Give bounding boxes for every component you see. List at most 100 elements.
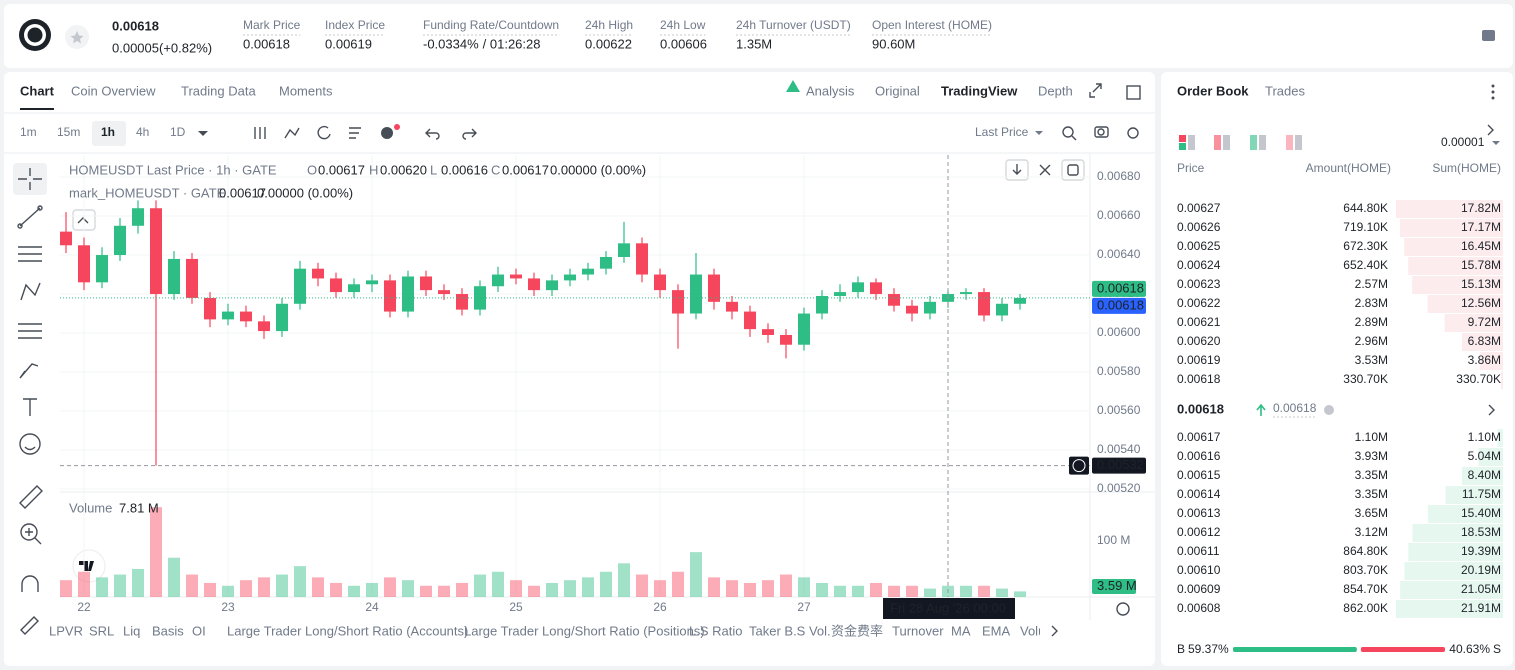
candle-body bbox=[708, 274, 720, 302]
indicator[interactable]: Large Trader Long/Short Ratio (Accounts) bbox=[227, 623, 468, 638]
tradingview-logo bbox=[72, 549, 106, 583]
ohlc-change: 0.00000 (0.00%) bbox=[550, 162, 646, 177]
candle-body bbox=[762, 329, 774, 335]
y-tick-label: 0.00520 bbox=[1097, 481, 1141, 495]
chart-tab[interactable]: Trading Data bbox=[181, 83, 256, 98]
volume-bar bbox=[114, 574, 126, 597]
depth-bar bbox=[1399, 219, 1503, 237]
volume-bar bbox=[888, 585, 900, 597]
indicator[interactable]: Large Trader Long/Short Ratio (Positions… bbox=[464, 623, 705, 638]
book-mark-price: 0.00618 bbox=[1273, 401, 1317, 415]
indicator[interactable]: L.S Ratio bbox=[689, 623, 742, 638]
volume-bar bbox=[258, 577, 270, 597]
indicator[interactable]: Turnover bbox=[892, 623, 944, 638]
time-tag bbox=[883, 598, 1015, 619]
interval[interactable]: 1D bbox=[170, 125, 186, 139]
book-price: 0.00608 bbox=[1177, 601, 1221, 615]
chart-tab[interactable]: Chart bbox=[20, 83, 55, 98]
book-sum: 8.40M bbox=[1468, 468, 1501, 482]
book-amount: 2.89M bbox=[1355, 315, 1388, 329]
candle-body bbox=[546, 280, 558, 291]
depth-bar bbox=[1478, 448, 1503, 466]
candle-body bbox=[978, 292, 990, 316]
candle-body bbox=[114, 225, 126, 256]
chart-tab[interactable]: Coin Overview bbox=[71, 83, 156, 98]
y-tick-label: 0.00580 bbox=[1097, 364, 1141, 378]
x-tick-label: 24 bbox=[365, 600, 379, 614]
candle-body bbox=[348, 284, 360, 293]
logo[interactable] bbox=[19, 19, 51, 51]
volume-bar bbox=[456, 582, 468, 597]
depth-bar bbox=[1404, 562, 1503, 580]
volume-bar bbox=[366, 582, 378, 597]
volume-bar bbox=[168, 557, 180, 597]
ohlc-value: 0.00617 bbox=[318, 162, 365, 177]
indicator[interactable]: SRL bbox=[89, 623, 114, 638]
book-price: 0.00614 bbox=[1177, 487, 1221, 501]
chart-tab[interactable]: Moments bbox=[279, 83, 333, 98]
indicator[interactable]: EMA bbox=[982, 623, 1011, 638]
stat-value: 90.60M bbox=[872, 36, 915, 51]
header-icon[interactable] bbox=[1482, 30, 1495, 41]
depth-bar bbox=[1461, 333, 1503, 351]
indicator[interactable]: Taker B.S Vol. bbox=[749, 623, 831, 638]
analysis-icon bbox=[786, 80, 800, 92]
indicator[interactable]: Volume bbox=[1020, 623, 1063, 638]
interval[interactable]: 1m bbox=[20, 125, 37, 139]
book-sum: 9.72M bbox=[1468, 315, 1501, 329]
view-tab[interactable]: Original bbox=[875, 83, 920, 98]
book-amount: 672.30K bbox=[1343, 239, 1388, 253]
indicator[interactable]: MA bbox=[951, 623, 971, 638]
book-amount: 2.57M bbox=[1355, 277, 1388, 291]
indicator[interactable]: LPVR bbox=[49, 623, 83, 638]
interval[interactable]: 4h bbox=[136, 125, 149, 139]
y-tick-label: 0.00660 bbox=[1097, 208, 1141, 222]
ohlc-value: 0.00620 bbox=[380, 162, 427, 177]
volume-bar bbox=[672, 571, 684, 597]
book-amount: 644.80K bbox=[1343, 201, 1388, 215]
indicator[interactable]: 资金费率 bbox=[831, 623, 883, 638]
indicator[interactable]: OI bbox=[192, 623, 206, 638]
candle-body bbox=[294, 268, 306, 304]
candle-body bbox=[258, 321, 270, 332]
indicator[interactable]: Liq bbox=[123, 623, 140, 638]
book-sum: 1.10M bbox=[1468, 430, 1501, 444]
view-tab[interactable]: Analysis bbox=[806, 83, 855, 98]
book-tab[interactable]: Order Book bbox=[1177, 83, 1249, 98]
chart-controls[interactable] bbox=[72, 83, 1495, 637]
stat-value: / 01:26:28 bbox=[483, 36, 541, 51]
candle-body bbox=[564, 274, 576, 281]
stat-value: 0.00606 bbox=[660, 36, 707, 51]
interval[interactable]: 1h bbox=[101, 125, 115, 139]
dropdown-caret[interactable] bbox=[198, 131, 208, 136]
crosshair-add[interactable] bbox=[1069, 456, 1089, 475]
candle-body bbox=[924, 301, 936, 314]
book-last-price: 0.00618 bbox=[1177, 401, 1224, 416]
view-tab[interactable]: Depth bbox=[1038, 83, 1073, 98]
dropdown-caret[interactable] bbox=[1492, 141, 1500, 145]
interval[interactable]: 15m bbox=[57, 125, 80, 139]
ratio-buy-value: 59.37% bbox=[1188, 642, 1229, 656]
candle-body bbox=[384, 280, 396, 312]
view-tab[interactable]: TradingView bbox=[941, 83, 1018, 98]
more-icon[interactable] bbox=[1491, 84, 1495, 100]
volume-bar bbox=[834, 585, 846, 597]
dropdown-caret[interactable] bbox=[1035, 131, 1043, 135]
indicator[interactable]: Basis bbox=[152, 623, 184, 638]
book-price: 0.00620 bbox=[1177, 334, 1221, 348]
candle-body bbox=[168, 258, 180, 295]
price-tag bbox=[1092, 280, 1146, 297]
ratio-buy-bar bbox=[1233, 647, 1357, 652]
volume-tag bbox=[1092, 578, 1136, 594]
price-source[interactable]: Last Price bbox=[975, 125, 1029, 139]
stat-value: 0.00618 bbox=[243, 36, 290, 51]
volume-bar bbox=[150, 507, 162, 597]
candle-body bbox=[852, 282, 864, 293]
depth-bar bbox=[1445, 486, 1503, 504]
book-view-icons[interactable] bbox=[1179, 135, 1302, 150]
chart-card bbox=[4, 72, 1155, 666]
volume-bar bbox=[708, 577, 720, 597]
book-tab[interactable]: Trades bbox=[1265, 83, 1305, 98]
book-precision[interactable]: 0.00001 bbox=[1441, 135, 1485, 149]
depth-bar bbox=[1479, 352, 1503, 370]
